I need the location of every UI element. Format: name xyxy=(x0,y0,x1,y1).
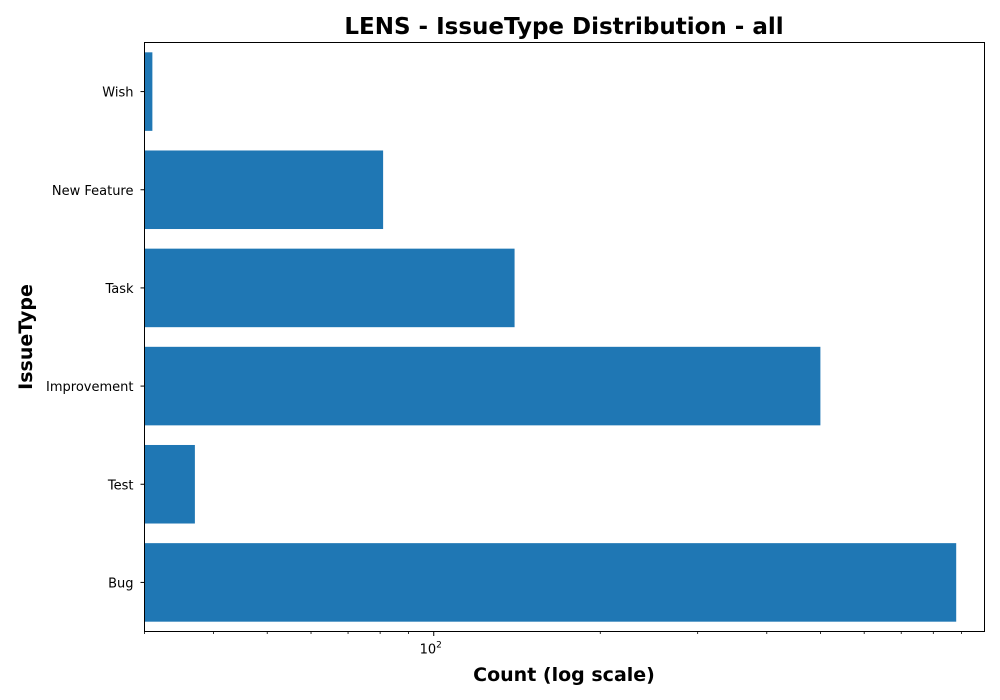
y-tick-label-improvement: Improvement xyxy=(46,380,133,395)
x-axis-ticks: 102 xyxy=(144,631,963,658)
y-axis-label: IssueType xyxy=(15,284,37,390)
y-tick-label-task: Task xyxy=(104,282,134,297)
y-tick-label-wish: Wish xyxy=(102,86,133,101)
y-tick-label-new-feature: New Feature xyxy=(52,184,134,199)
y-tick-label-bug: Bug xyxy=(108,576,133,591)
bar-improvement xyxy=(144,346,821,426)
bar-bug xyxy=(144,543,957,622)
bar-new-feature xyxy=(144,150,384,230)
bar-task xyxy=(144,248,515,328)
plot-frame xyxy=(144,42,985,632)
y-tick-label-test: Test xyxy=(107,478,134,493)
x-tick-label: 102 xyxy=(420,641,442,658)
chart-title: LENS - IssueType Distribution - all xyxy=(344,14,783,40)
bar-test xyxy=(144,444,195,524)
bars xyxy=(144,52,957,622)
bar-wish xyxy=(144,52,153,131)
y-axis-ticks: Bug Test Improvement Task New Feature Wish xyxy=(46,86,145,591)
x-axis-label: Count (log scale) xyxy=(473,664,655,686)
